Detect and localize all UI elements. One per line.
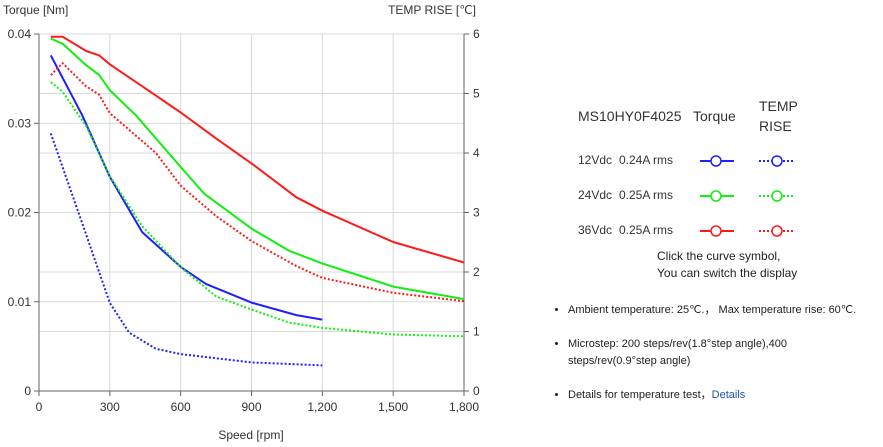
legend-voltage: 36Vdc bbox=[578, 223, 613, 237]
legend-voltage: 24Vdc bbox=[578, 188, 613, 202]
legend-torque-symbol[interactable] bbox=[699, 154, 735, 168]
y2-tick-label: 10 bbox=[473, 325, 480, 339]
x-tick-label: 1,200 bbox=[307, 400, 337, 414]
legend-hint: Click the curve symbol, bbox=[657, 249, 781, 263]
legend-hint: You can switch the display bbox=[657, 266, 798, 280]
legend-temp-header: RISE bbox=[759, 118, 792, 134]
legend-current: 0.25A rms bbox=[619, 223, 674, 237]
y2-tick-label: 0 bbox=[473, 384, 480, 398]
legend-temp-rise-symbol[interactable] bbox=[758, 189, 794, 203]
details-link[interactable]: Details bbox=[711, 389, 746, 401]
note-ambient: Ambient temperature: 25℃.， Max temperatu… bbox=[568, 302, 868, 319]
note-details-text: Details for temperature test， bbox=[568, 389, 712, 401]
x-tick-label: 600 bbox=[171, 400, 191, 414]
y2-tick-label: 40 bbox=[473, 146, 480, 160]
temp-rise-line-5 bbox=[50, 62, 465, 303]
temp-rise-line-4 bbox=[50, 81, 465, 338]
y2-axis-label: TEMP RISE [℃] bbox=[388, 3, 476, 17]
y-tick-label: 0.03 bbox=[8, 116, 32, 130]
legend-temp-rise-symbol[interactable] bbox=[758, 224, 794, 238]
y-axis-label: Torque [Nm] bbox=[3, 3, 68, 17]
torque-line-2 bbox=[50, 35, 465, 264]
legend-model: MS10HY0F4025 bbox=[578, 108, 682, 124]
legend-torque-symbol[interactable] bbox=[699, 224, 735, 238]
legend-current: 0.24A rms bbox=[619, 153, 674, 167]
y2-tick-label: 50 bbox=[473, 87, 480, 101]
x-tick-label: 0 bbox=[36, 400, 43, 414]
y2-tick-label: 20 bbox=[473, 265, 480, 279]
legend-current: 0.25A rms bbox=[619, 188, 674, 202]
legend-temp-rise-symbol[interactable] bbox=[758, 154, 794, 168]
torque-line-1 bbox=[50, 37, 465, 301]
y-tick-label: 0.01 bbox=[8, 295, 32, 309]
x-tick-label: 1,800 bbox=[449, 400, 479, 414]
x-axis-label: Speed [rpm] bbox=[218, 428, 283, 442]
x-tick-label: 900 bbox=[241, 400, 261, 414]
y2-tick-label: 60 bbox=[473, 27, 480, 41]
torque-line-0 bbox=[49, 54, 323, 321]
y-tick-label: 0.02 bbox=[8, 206, 32, 220]
notes-list: Ambient temperature: 25℃.， Max temperatu… bbox=[552, 302, 868, 421]
x-tick-label: 1,500 bbox=[378, 400, 408, 414]
note-details: Details for temperature test，Details bbox=[568, 387, 868, 404]
legend-torque-symbol[interactable] bbox=[699, 189, 735, 203]
torque-temp-chart: 0 300 600 900 1,200 1,500 1,80000.010.020.030.… bbox=[3, 3, 480, 442]
y2-tick-label: 30 bbox=[473, 206, 480, 220]
note-microstep: Microstep: 200 steps/rev(1.8°step angle)… bbox=[568, 336, 868, 370]
legend-temp-header: TEMP bbox=[759, 98, 798, 114]
x-tick-label: 300 bbox=[100, 400, 120, 414]
temp-rise-line-3 bbox=[49, 133, 323, 367]
y-tick-label: 0 bbox=[24, 384, 31, 398]
y-tick-label: 0.04 bbox=[8, 27, 32, 41]
legend-torque-header: Torque bbox=[693, 108, 736, 124]
legend-voltage: 12Vdc bbox=[578, 153, 613, 167]
